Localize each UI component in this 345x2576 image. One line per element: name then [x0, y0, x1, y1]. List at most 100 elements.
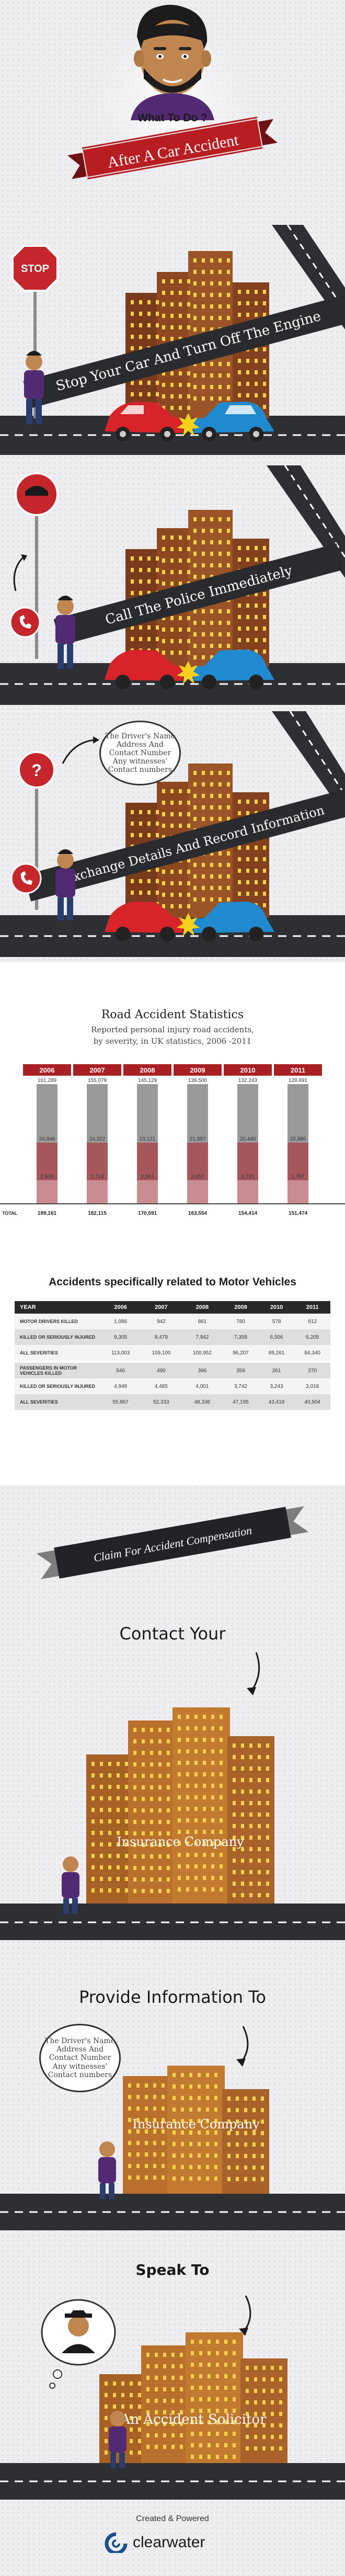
building-window [162, 2106, 165, 2111]
building-window [162, 547, 165, 551]
building-window [187, 858, 190, 862]
building-window [210, 621, 213, 625]
building-window [162, 570, 165, 574]
building-window [117, 1796, 120, 1800]
building-window [150, 1797, 153, 1801]
table-cell: 40,504 [294, 1394, 330, 1410]
building-window [227, 552, 230, 556]
building-window [179, 337, 182, 341]
building-window [187, 371, 190, 375]
building-window [218, 552, 222, 556]
building-window [227, 293, 230, 297]
building-window [131, 300, 134, 304]
building-window [218, 897, 222, 902]
building-window [218, 316, 222, 320]
building-window [218, 851, 222, 856]
building-window [142, 1889, 145, 1893]
building-window [233, 1778, 236, 1782]
building-window [194, 1761, 198, 1765]
building-window [187, 314, 190, 318]
building-window [189, 2165, 192, 2169]
brand-name[interactable]: clearwater [133, 2534, 205, 2551]
police-sign-icon [15, 472, 59, 659]
column-header: 2007 [141, 1301, 182, 1314]
building-window [202, 304, 205, 309]
building-window [199, 2374, 202, 2378]
building-window [113, 2404, 116, 2409]
building-window [241, 1801, 244, 1805]
building-window [199, 2340, 202, 2344]
building-window [162, 2095, 165, 2099]
building-window [147, 556, 151, 561]
building-window [241, 1859, 244, 1863]
curved-arrow-icon [13, 554, 27, 591]
building-window [193, 897, 197, 902]
building-window [108, 1865, 111, 1870]
building-window [163, 2399, 166, 2403]
building-window [156, 568, 159, 572]
building-window [203, 1887, 206, 1891]
building-window [162, 279, 165, 283]
info-cloud: The Driver's Name Address And Contact Nu… [99, 721, 181, 785]
building-window [170, 337, 174, 341]
building-window [136, 2152, 140, 2157]
building-window [133, 1774, 136, 1778]
building-window [146, 2399, 150, 2403]
stop-sign-label: STOP [21, 263, 49, 275]
building-window [150, 1774, 153, 1778]
building-window [191, 2455, 194, 2459]
building-window [194, 1772, 198, 1776]
building-window [258, 1813, 261, 1817]
total-value: 170,591 [138, 1211, 157, 1216]
building-window [117, 1762, 120, 1766]
building-window [203, 1807, 206, 1811]
building-window [187, 616, 190, 620]
building-window [170, 870, 174, 874]
building-window [246, 2423, 249, 2427]
building-window [252, 2096, 256, 2101]
building-window [271, 2400, 274, 2404]
building-window [187, 801, 190, 805]
building-window [162, 2141, 165, 2145]
building-window [179, 651, 182, 655]
building-window [167, 1843, 170, 1847]
building-window [130, 2393, 133, 2397]
building-window [199, 2397, 202, 2401]
building-window [108, 1762, 111, 1766]
building-window [167, 1739, 170, 1743]
building-window [146, 2422, 150, 2426]
building-window [224, 2455, 227, 2459]
building-window [227, 644, 230, 648]
building-window [263, 347, 266, 351]
building-window [156, 312, 159, 316]
building-window [214, 2153, 217, 2158]
table-cell: 6,506 [258, 1329, 295, 1345]
building-window [249, 1847, 252, 1851]
building-window [172, 2107, 176, 2112]
building-window [258, 1766, 261, 1771]
building-window [216, 2363, 219, 2367]
building-window [255, 393, 258, 397]
building-window [216, 2386, 219, 2390]
building-window [227, 2154, 231, 2158]
claim-ribbon [36, 1506, 309, 1579]
year-label: 2010 [240, 1066, 256, 1074]
building-window [136, 2083, 140, 2088]
building-window [241, 1836, 244, 1840]
building-window [108, 1796, 111, 1800]
building-window [167, 1751, 170, 1755]
building-window [263, 857, 266, 861]
building-window [170, 570, 174, 574]
year-header [224, 1064, 272, 1076]
building-window [150, 1889, 153, 1893]
building-window [261, 2119, 264, 2124]
building-window [113, 2381, 116, 2386]
building-window [224, 2363, 227, 2367]
building-window [227, 517, 230, 521]
building-window [153, 2152, 156, 2157]
building-window [238, 811, 241, 815]
building-window [238, 393, 241, 397]
building-window [203, 1841, 206, 1845]
building-window [266, 1801, 269, 1805]
building-window [147, 833, 151, 837]
